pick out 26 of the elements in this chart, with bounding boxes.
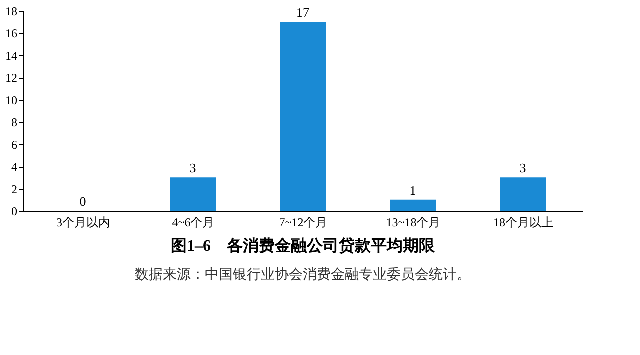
x-tick-label: 13~18个月 [386,216,441,230]
x-tick-label: 4~6个月 [172,216,215,230]
data-label: 3 [190,160,196,176]
data-label: 3 [520,160,526,176]
y-tick-label: 10 [6,93,18,108]
y-tick-label: 18 [6,4,18,18]
data-label: 17 [296,5,310,20]
y-tick-label: 0 [12,204,18,218]
x-tick-label: 3个月以内 [56,216,110,230]
data-label: 0 [80,194,86,209]
y-tick-label: 12 [6,71,18,86]
bar [390,200,436,211]
bar [170,178,216,211]
x-tick-label: 18个月以上 [494,216,554,230]
y-tick-label: 16 [6,26,18,41]
data-label: 1 [410,182,416,198]
y-tick-label: 8 [12,116,18,130]
text: 图1–6 各消费金融公司贷款平均期限 [171,237,436,255]
y-tick-label: 4 [12,160,18,174]
bar [500,178,546,211]
y-tick-label: 14 [6,48,18,63]
source-note: 数据来源：中国银行业协会消费金融专业委员会统计。 [135,267,471,283]
y-tick-label: 2 [12,182,18,196]
y-tick-label: 6 [12,138,18,152]
bar [280,22,326,211]
x-tick-label: 7~12个月 [279,216,328,230]
